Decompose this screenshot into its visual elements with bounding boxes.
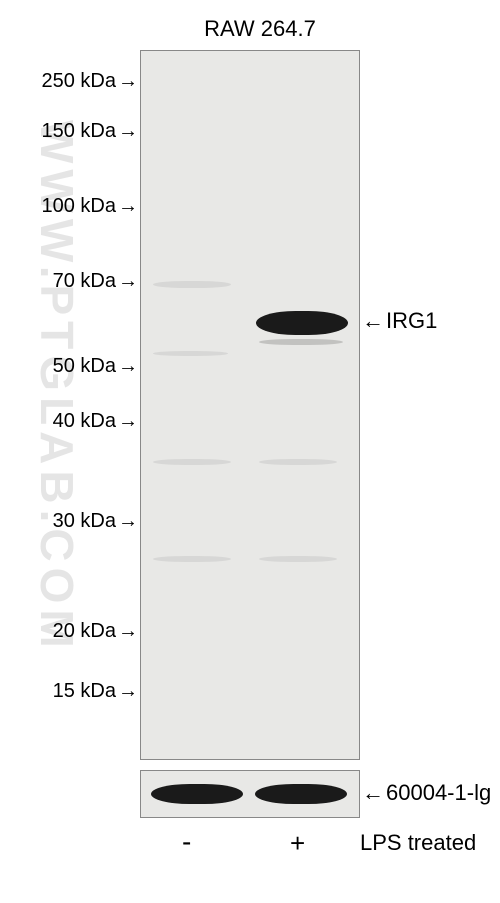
mw-marker: 20 kDa→ xyxy=(53,620,138,643)
band-faint xyxy=(153,459,231,465)
mw-marker: 100 kDa→ xyxy=(42,195,139,218)
mw-marker: 30 kDa→ xyxy=(53,510,138,533)
band-irg1 xyxy=(256,311,348,335)
band-loading-lane2 xyxy=(255,784,347,804)
band-faint xyxy=(259,556,337,562)
arrow-left-icon: ← xyxy=(362,308,384,334)
arrow-right-icon: → xyxy=(118,70,138,93)
loading-control-label: ←60004-1-lg xyxy=(362,780,491,806)
band-faint xyxy=(153,281,231,288)
band-loading-lane1 xyxy=(151,784,243,804)
arrow-right-icon: → xyxy=(118,410,138,433)
condition-plus: + xyxy=(290,828,305,859)
band-faint xyxy=(153,556,231,562)
arrow-right-icon: → xyxy=(118,120,138,143)
loading-control-membrane xyxy=(140,770,360,818)
mw-marker: 40 kDa→ xyxy=(53,410,138,433)
western-blot-figure: WWW.PTGLAB.COM RAW 264.7 250 kDa→ 150 kD… xyxy=(0,0,500,903)
arrow-right-icon: → xyxy=(118,620,138,643)
band-faint xyxy=(259,339,343,345)
band-faint xyxy=(259,459,337,465)
target-label-irg1: ←IRG1 xyxy=(362,308,437,334)
condition-treatment-label: LPS treated xyxy=(360,830,476,856)
mw-marker: 70 kDa→ xyxy=(53,270,138,293)
arrow-left-icon: ← xyxy=(362,780,384,806)
main-blot-membrane xyxy=(140,50,360,760)
band-faint xyxy=(153,351,228,356)
condition-minus: - xyxy=(182,826,191,858)
arrow-right-icon: → xyxy=(118,270,138,293)
mw-marker: 150 kDa→ xyxy=(42,120,139,143)
arrow-right-icon: → xyxy=(118,510,138,533)
arrow-right-icon: → xyxy=(118,355,138,378)
mw-marker: 250 kDa→ xyxy=(42,70,139,93)
mw-marker: 15 kDa→ xyxy=(53,680,138,703)
arrow-right-icon: → xyxy=(118,195,138,218)
mw-marker: 50 kDa→ xyxy=(53,355,138,378)
sample-title: RAW 264.7 xyxy=(170,16,350,42)
arrow-right-icon: → xyxy=(118,680,138,703)
